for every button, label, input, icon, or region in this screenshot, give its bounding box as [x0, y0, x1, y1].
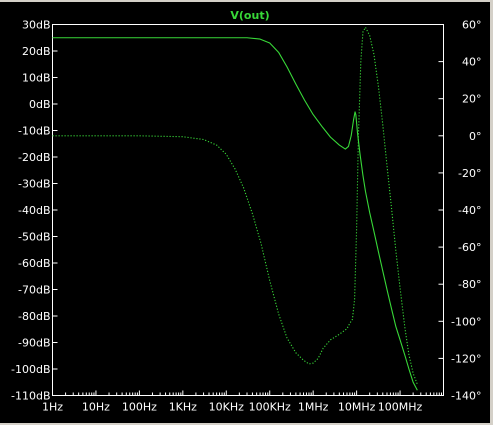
y-right-tick-label: -60°	[458, 241, 481, 254]
x-tick-label: 1MHz	[298, 401, 329, 414]
phase-trace	[52, 26, 418, 385]
y-right-tick-label: -140°	[451, 390, 481, 403]
y-left-tick-label: -40dB	[18, 204, 51, 217]
x-tick-label: 100MHz	[378, 401, 423, 414]
y-left-tick-label: 0dB	[29, 98, 51, 111]
y-right-tick-label: -120°	[451, 352, 481, 365]
y-right-tick-label: -40°	[458, 204, 481, 217]
y-left-tick-label: 30dB	[22, 19, 51, 32]
x-tick-label: 100KHz	[249, 401, 291, 414]
y-left-tick-label: -10dB	[18, 125, 51, 138]
y-right-tick-label: -100°	[451, 315, 481, 328]
y-left-tick-label: -70dB	[18, 284, 51, 297]
window-edge-top	[0, 0, 493, 2]
y-right-tick-label: 60°	[462, 19, 482, 32]
tick-marks	[52, 24, 444, 396]
x-tick-label: 1Hz	[42, 401, 63, 414]
x-tick-label: 10Hz	[82, 401, 110, 414]
y-left-tick-label: -90dB	[18, 337, 51, 350]
y-left-tick-label: 10dB	[22, 72, 51, 85]
y-left-tick-label: -30dB	[18, 178, 51, 191]
tick-labels: 1Hz 10Hz 100Hz 1KHz 10KHz 100KHz 1MHz 10MHz 100M…	[11, 19, 482, 414]
y-right-tick-label: 40°	[462, 56, 482, 69]
y-left-tick-label: -20dB	[18, 151, 51, 164]
trace-title[interactable]: V(out)	[230, 9, 269, 22]
window-edge-bottom	[0, 423, 493, 425]
plot-frame	[52, 24, 444, 396]
y-left-tick-label: -100dB	[11, 363, 51, 376]
y-left-tick-label: -60dB	[18, 257, 51, 270]
window-edge-right	[490, 0, 493, 425]
x-tick-label: 10KHz	[209, 401, 244, 414]
y-left-tick-label: -80dB	[18, 310, 51, 323]
y-left-tick-label: -50dB	[18, 231, 51, 244]
magnitude-trace	[52, 37, 418, 391]
x-tick-label: 1KHz	[169, 401, 197, 414]
y-right-tick-label: -20°	[458, 167, 481, 180]
x-tick-label: 100Hz	[122, 401, 157, 414]
y-right-tick-label: 20°	[462, 93, 482, 106]
y-right-tick-label: -80°	[458, 278, 481, 291]
y-left-tick-label: -110dB	[11, 390, 51, 403]
y-left-tick-label: 20dB	[22, 45, 51, 58]
traces	[52, 26, 418, 391]
y-right-tick-label: 0°	[469, 130, 482, 143]
x-tick-label: 10MHz	[338, 401, 376, 414]
